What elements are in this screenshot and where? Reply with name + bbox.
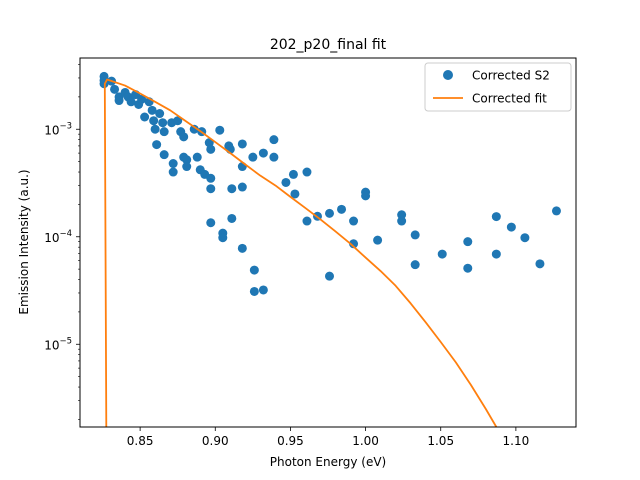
data-point <box>281 177 291 187</box>
legend-label-corrected-s2: Corrected S2 <box>472 69 550 83</box>
data-point <box>349 239 359 249</box>
chart-title: 202_p20_final fit <box>270 37 387 53</box>
y-tick-label: 10−5 <box>44 336 72 352</box>
data-point <box>179 132 189 142</box>
data-point <box>168 167 178 177</box>
series-layer <box>99 71 561 427</box>
data-point <box>397 216 407 226</box>
legend-box <box>424 62 572 112</box>
y-axis-ticks: 10−5 10−4 10−3 <box>44 64 80 420</box>
data-point <box>140 112 150 122</box>
y-tick-label: 10−4 <box>44 229 72 245</box>
data-point <box>173 116 183 126</box>
data-point <box>159 127 169 137</box>
data-point <box>248 152 258 162</box>
data-point <box>182 162 192 172</box>
data-point <box>463 237 473 247</box>
data-point <box>410 230 420 240</box>
data-point <box>237 182 247 192</box>
data-point <box>290 189 300 199</box>
x-tick-label: 1.10 <box>503 434 530 448</box>
data-point <box>237 139 247 149</box>
data-point <box>249 265 259 275</box>
data-point <box>126 97 136 107</box>
data-point <box>206 173 216 183</box>
data-point <box>206 144 216 154</box>
y-axis-label: Emission Intensity (a.u.) <box>17 169 31 314</box>
data-point <box>288 169 298 179</box>
x-tick-label: 0.90 <box>202 434 229 448</box>
data-point <box>158 118 168 128</box>
data-point <box>189 124 199 134</box>
data-point <box>491 212 501 222</box>
x-axis-ticks: 0.85 0.90 0.95 1.00 1.05 1.10 <box>127 427 529 448</box>
data-point <box>463 263 473 273</box>
legend-marker-corrected-s2 <box>443 70 453 80</box>
legend-label-corrected-fit: Corrected fit <box>472 92 547 106</box>
data-point <box>551 206 561 216</box>
data-point <box>206 184 216 194</box>
data-point <box>182 155 192 165</box>
x-tick-label: 1.05 <box>427 434 454 448</box>
data-point <box>373 235 383 245</box>
data-point <box>147 105 157 115</box>
data-point <box>535 259 545 269</box>
data-point <box>237 243 247 253</box>
data-point <box>325 208 334 218</box>
data-point <box>491 249 501 259</box>
data-point <box>349 216 359 226</box>
data-point <box>206 218 216 228</box>
data-point <box>302 216 312 226</box>
x-tick-label: 0.95 <box>277 434 304 448</box>
x-tick-label: 1.00 <box>352 434 379 448</box>
data-point <box>227 184 237 194</box>
data-point <box>325 271 334 281</box>
data-point <box>506 222 516 232</box>
data-point <box>258 148 268 158</box>
data-point <box>269 152 279 162</box>
x-tick-label: 0.85 <box>127 434 154 448</box>
data-point <box>437 249 447 259</box>
data-point <box>155 109 165 119</box>
y-tick-label: 10−3 <box>44 121 72 137</box>
data-point <box>159 150 169 160</box>
plot-frame <box>79 57 577 428</box>
data-point <box>192 152 202 162</box>
data-point <box>150 124 160 134</box>
data-point <box>168 159 178 169</box>
data-point <box>258 285 268 295</box>
data-point <box>114 96 124 106</box>
data-point <box>218 233 228 243</box>
fit-line <box>103 78 498 427</box>
data-point <box>152 140 162 150</box>
data-point <box>137 94 147 104</box>
data-point <box>215 125 225 135</box>
legend: Corrected S2 Corrected fit <box>424 62 572 112</box>
data-point <box>520 233 530 243</box>
data-point <box>269 135 279 145</box>
data-point <box>237 162 247 172</box>
data-point <box>110 84 120 94</box>
data-point <box>337 204 347 214</box>
data-point <box>227 213 237 223</box>
x-axis-label: Photon Energy (eV) <box>270 455 386 469</box>
data-point <box>149 116 159 126</box>
data-point <box>410 260 420 270</box>
data-point <box>397 210 407 220</box>
data-point <box>249 286 259 296</box>
data-point <box>302 167 312 177</box>
data-point <box>361 191 371 201</box>
